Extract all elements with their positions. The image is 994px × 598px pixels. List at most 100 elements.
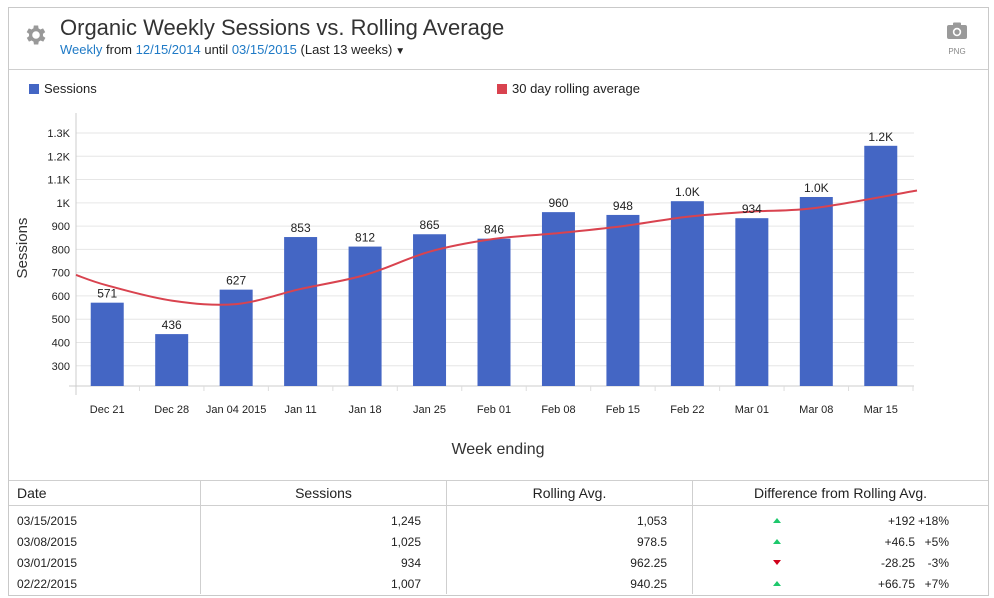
bar-data-label: 865 (420, 218, 440, 232)
difference-value: +46.5 (884, 534, 915, 549)
y-tick-label: 1.2K (47, 151, 70, 163)
range-label: (Last 13 weeks) (300, 42, 393, 57)
x-tick-label: Mar 15 (864, 404, 898, 416)
x-tick-label: Feb 22 (670, 404, 704, 416)
difference-percent: +18% (917, 513, 949, 528)
cell-date: 03/15/2015 (9, 505, 201, 531)
bar-sessions[interactable] (90, 302, 124, 386)
granularity-link[interactable]: Weekly (60, 42, 103, 57)
bar-data-label: 960 (548, 196, 568, 210)
table-header-row: Date Sessions Rolling Avg. Difference fr… (9, 480, 988, 506)
cell-rolling-avg: 940.25 (446, 573, 693, 594)
difference-percent: +7% (924, 576, 949, 591)
y-tick-label: 300 (52, 361, 70, 373)
y-tick-label: 700 (52, 268, 70, 280)
column-header-rolling-avg[interactable]: Rolling Avg. (446, 480, 693, 506)
y-tick-label: 1K (57, 198, 71, 210)
legend-label-rolling-average: 30 day rolling average (512, 81, 640, 96)
bar-sessions[interactable] (477, 238, 511, 386)
x-tick-label: Mar 08 (799, 404, 833, 416)
difference-value: +66.75 (877, 576, 915, 591)
cell-date: 03/01/2015 (9, 552, 201, 573)
bar-data-label: 948 (613, 199, 633, 213)
cell-date: 03/08/2015 (9, 531, 201, 552)
data-table: Date Sessions Rolling Avg. Difference fr… (9, 480, 988, 594)
x-tick-label: Dec 21 (90, 404, 125, 416)
widget-header: Organic Weekly Sessions vs. Rolling Aver… (9, 8, 988, 70)
legend-item-rolling-average[interactable]: 30 day rolling average (497, 81, 640, 96)
bar-data-label: 1.0K (675, 185, 700, 199)
bar-sessions[interactable] (348, 246, 382, 386)
bar-sessions[interactable] (413, 234, 447, 386)
bar-sessions[interactable] (284, 237, 318, 386)
triangle-down-icon (773, 559, 781, 565)
y-axis-ticks: 300 400 500 600 700 800 900 1K 1.1K 1.2K 1.3K (47, 128, 70, 373)
y-tick-label: 1.1K (47, 175, 70, 187)
y-tick-label: 900 (52, 221, 70, 233)
table-row: 03/15/2015 1,245 1,053 +192 +18% (9, 505, 989, 532)
export-png-button[interactable]: PNG (944, 22, 970, 56)
bar-data-label: 571 (97, 287, 117, 301)
y-axis-title: Sessions (14, 218, 31, 279)
x-axis-title: Week ending (451, 441, 544, 458)
table-row: 03/08/2015 1,025 978.5 +46.5 +5% (9, 531, 988, 552)
column-header-date[interactable]: Date (9, 480, 201, 506)
difference-value: -28.25 (880, 555, 915, 570)
difference-percent: -3% (927, 555, 949, 570)
cell-sessions: 1,025 (200, 531, 447, 552)
bar-data-labels: 571 436 627 853 812 865 846 960 948 1.0K 934 1.0K 1.… (97, 130, 893, 332)
legend-label-sessions: Sessions (44, 81, 97, 96)
legend-swatch-rolling-average (497, 84, 507, 94)
chart-plot: 300 400 500 600 700 800 900 1K 1.1K 1.2K 1.3K Dec … (14, 113, 918, 458)
bar-sessions[interactable] (670, 201, 704, 386)
chart-title: Organic Weekly Sessions vs. Rolling Aver… (60, 15, 505, 40)
x-tick-label: Jan 18 (349, 404, 382, 416)
y-tick-label: 1.3K (47, 128, 70, 140)
end-date-link[interactable]: 03/15/2015 (231, 42, 297, 57)
cell-sessions: 1,007 (200, 573, 447, 594)
bar-sessions[interactable] (219, 289, 253, 386)
x-tick-label: Jan 11 (285, 404, 317, 416)
bar-sessions[interactable] (155, 334, 189, 386)
chart-widget: Organic Weekly Sessions vs. Rolling Aver… (8, 7, 989, 596)
x-tick-label: Feb 01 (477, 404, 511, 416)
triangle-up-icon (773, 517, 781, 523)
table-row: 03/01/2015 934 962.25 -28.25 -3% (9, 552, 988, 573)
triangle-up-icon (773, 580, 781, 586)
bar-data-label: 934 (742, 202, 762, 216)
y-tick-label: 800 (52, 244, 70, 256)
bar-data-label: 853 (291, 221, 311, 235)
cell-difference: +192 +18% (693, 506, 989, 532)
x-tick-label: Feb 15 (606, 404, 640, 416)
bar-data-label: 436 (162, 318, 182, 332)
date-range-selector[interactable]: Weekly from 12/15/2014 until 03/15/2015 … (60, 42, 405, 57)
x-tick-label: Jan 25 (413, 404, 446, 416)
bar-sessions[interactable] (606, 214, 640, 386)
legend-item-sessions[interactable]: Sessions (29, 81, 97, 96)
legend-swatch-sessions (29, 84, 39, 94)
caret-down-icon[interactable]: ▼ (395, 46, 406, 57)
x-axis-ticks: Dec 21 Dec 28 Jan 04 2015 Jan 11 Jan 18 Jan 2… (90, 386, 914, 416)
cell-rolling-avg: 1,053 (446, 505, 693, 531)
rolling-average-line[interactable] (75, 189, 918, 306)
sessions-bars (90, 145, 898, 386)
bar-sessions[interactable] (541, 212, 575, 386)
bar-data-label: 627 (226, 274, 246, 288)
column-header-sessions[interactable]: Sessions (200, 480, 447, 506)
cell-rolling-avg: 962.25 (446, 552, 693, 573)
until-label: until (204, 42, 229, 57)
table-row: 02/22/2015 1,007 940.25 +66.75 +7% (9, 573, 988, 594)
bar-data-label: 1.0K (804, 181, 829, 195)
triangle-up-icon (773, 538, 781, 544)
bar-sessions[interactable] (799, 197, 833, 386)
cell-difference: +66.75 +7% (693, 573, 989, 594)
cell-difference: -28.25 -3% (693, 552, 989, 573)
gear-icon[interactable] (23, 22, 49, 48)
column-header-difference[interactable]: Difference from Rolling Avg. (692, 480, 988, 506)
start-date-link[interactable]: 12/15/2014 (135, 42, 201, 57)
from-label: from (106, 42, 133, 57)
cell-rolling-avg: 978.5 (446, 531, 693, 552)
bar-sessions[interactable] (735, 218, 769, 386)
bar-sessions[interactable] (864, 145, 898, 386)
cell-date: 02/22/2015 (9, 573, 201, 594)
